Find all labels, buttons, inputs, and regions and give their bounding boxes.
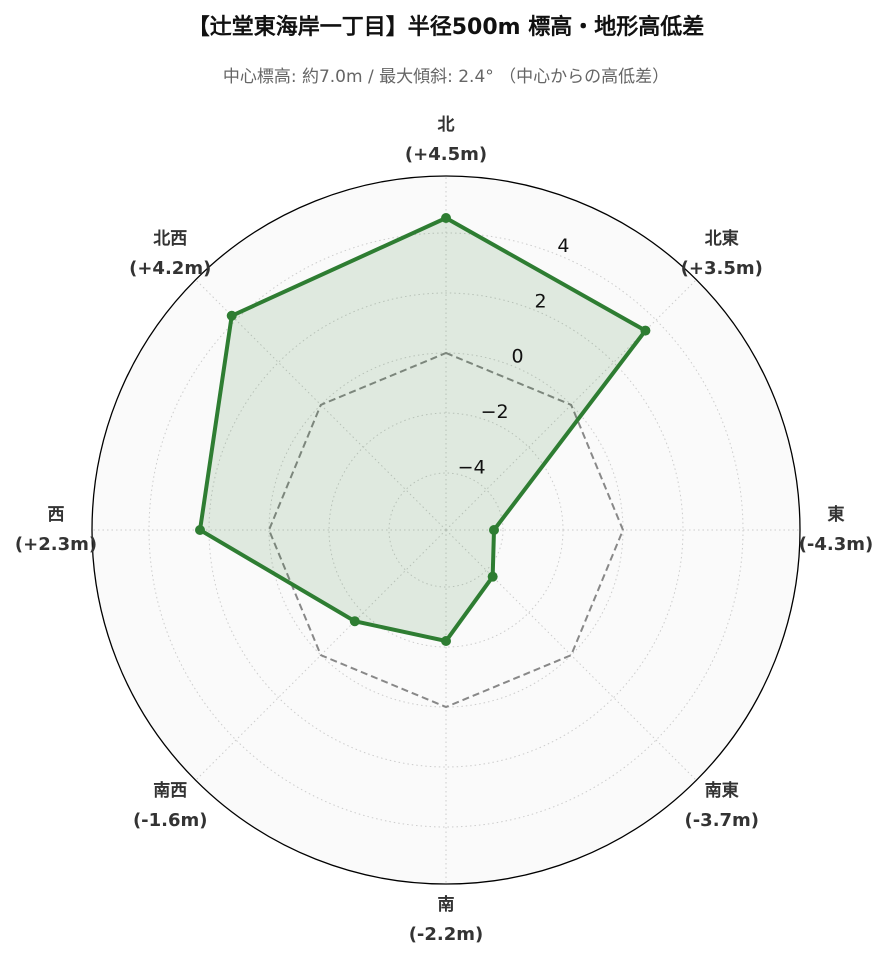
value-label: (+2.3m)	[15, 534, 97, 555]
value-label: (+4.2m)	[129, 258, 211, 279]
data-area	[200, 218, 646, 641]
r-tick-label: 0	[512, 346, 524, 368]
category-label: 東	[828, 504, 845, 525]
r-tick-label: −4	[458, 457, 486, 479]
data-point	[489, 525, 499, 535]
value-label: (-4.3m)	[799, 534, 874, 555]
chart-subtitle: 中心標高: 約7.0m / 最大傾斜: 2.4° （中心からの高低差）	[223, 67, 669, 87]
value-label: (-3.7m)	[684, 810, 759, 831]
category-label: 南	[438, 894, 455, 915]
data-point	[441, 213, 451, 223]
category-label: 北東	[705, 228, 739, 249]
reference-line	[267, 351, 625, 709]
category-label: 北	[438, 115, 455, 135]
category-label: 西	[48, 505, 65, 525]
grid-spoke	[445, 529, 697, 781]
plot-border	[91, 175, 801, 885]
chart-title: 【辻堂東海岸一丁目】半径500m 標高・地形高低差	[188, 14, 705, 40]
data-point	[640, 325, 651, 336]
r-tick-label: 4	[557, 235, 569, 257]
grid-circle	[208, 292, 684, 768]
data-point	[195, 525, 205, 535]
value-label: (+4.5m)	[405, 144, 487, 165]
data-point	[349, 616, 360, 627]
data-point	[226, 310, 237, 321]
data-point	[487, 571, 498, 582]
value-label: (+3.5m)	[681, 258, 763, 279]
category-label: 南東	[705, 780, 739, 801]
grid-circle	[388, 472, 504, 588]
value-label: (-2.2m)	[409, 924, 484, 945]
category-label: 南西	[153, 780, 187, 801]
category-label: 北西	[153, 229, 187, 249]
value-label: (-1.6m)	[133, 810, 208, 831]
data-point	[441, 636, 451, 646]
r-tick-label: −2	[481, 401, 509, 423]
r-tick-label: 2	[534, 290, 546, 312]
